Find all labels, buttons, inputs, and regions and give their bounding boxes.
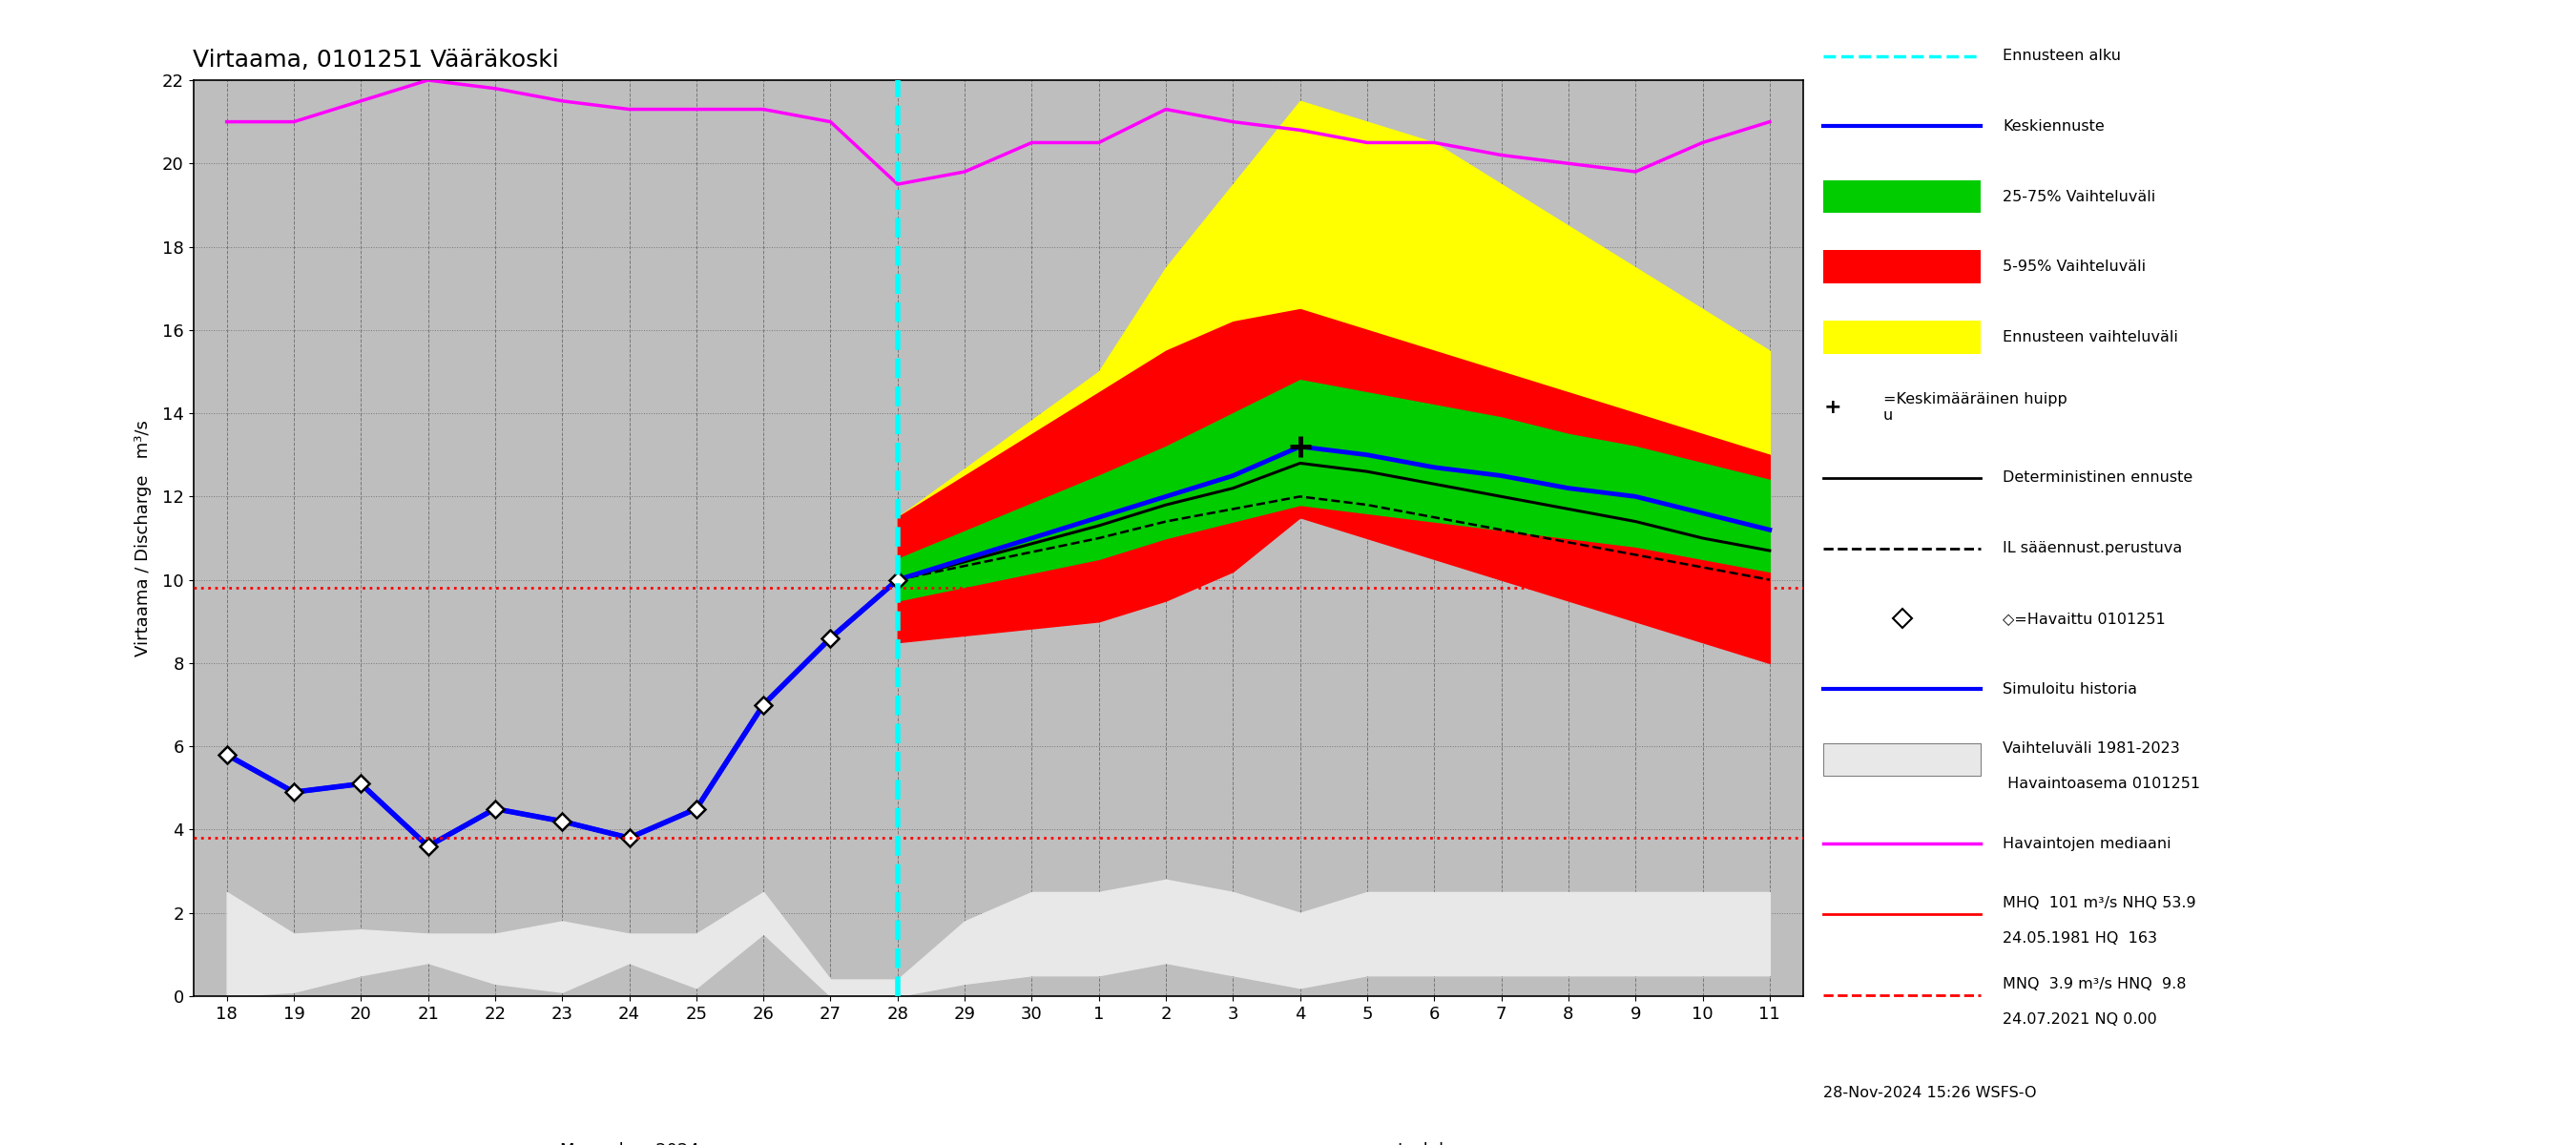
Text: Havaintojen mediaani: Havaintojen mediaani bbox=[2004, 837, 2172, 851]
Text: Vaihteluväli 1981-2023: Vaihteluväli 1981-2023 bbox=[2004, 741, 2179, 756]
Text: 24.07.2021 NQ 0.00: 24.07.2021 NQ 0.00 bbox=[2004, 1012, 2156, 1026]
Text: +: + bbox=[1824, 398, 1842, 417]
Text: 5-95% Vaihteluväli: 5-95% Vaihteluväli bbox=[2004, 260, 2146, 274]
Text: =Keskimääräinen huipp
u: =Keskimääräinen huipp u bbox=[1883, 393, 2066, 424]
Text: MHQ  101 m³/s NHQ 53.9: MHQ 101 m³/s NHQ 53.9 bbox=[2004, 897, 2197, 910]
Text: Keskiennuste: Keskiennuste bbox=[2004, 119, 2105, 133]
Text: Simuloitu historia: Simuloitu historia bbox=[2004, 682, 2138, 696]
Bar bbox=[1824, 743, 1981, 776]
Y-axis label: Virtaama / Discharge   m³/s: Virtaama / Discharge m³/s bbox=[134, 420, 152, 656]
Text: Havaintoasema 0101251: Havaintoasema 0101251 bbox=[2004, 776, 2200, 791]
Text: ◇=Havaittu 0101251: ◇=Havaittu 0101251 bbox=[2004, 611, 2166, 626]
Text: Joulukuu
December: Joulukuu December bbox=[1388, 1142, 1479, 1145]
Text: Ennusteen vaihteluväli: Ennusteen vaihteluväli bbox=[2004, 330, 2179, 345]
Bar bbox=[1824, 743, 1981, 776]
Text: Marraskuu 2024
November: Marraskuu 2024 November bbox=[559, 1142, 698, 1145]
Bar bbox=[1824, 251, 1981, 284]
Text: 28-Nov-2024 15:26 WSFS-O: 28-Nov-2024 15:26 WSFS-O bbox=[1824, 1085, 2038, 1100]
Text: IL sääennust.perustuva: IL sääennust.perustuva bbox=[2004, 542, 2182, 555]
Bar bbox=[1824, 180, 1981, 213]
Text: 24.05.1981 HQ  163: 24.05.1981 HQ 163 bbox=[2004, 931, 2156, 946]
Bar bbox=[1824, 321, 1981, 354]
Text: Ennusteen alku: Ennusteen alku bbox=[2004, 49, 2120, 63]
Text: 25-75% Vaihteluväli: 25-75% Vaihteluväli bbox=[2004, 189, 2156, 204]
Text: Deterministinen ennuste: Deterministinen ennuste bbox=[2004, 471, 2192, 485]
Text: Virtaama, 0101251 Vääräkoski: Virtaama, 0101251 Vääräkoski bbox=[193, 49, 559, 72]
Text: MNQ  3.9 m³/s HNQ  9.8: MNQ 3.9 m³/s HNQ 9.8 bbox=[2004, 977, 2187, 992]
